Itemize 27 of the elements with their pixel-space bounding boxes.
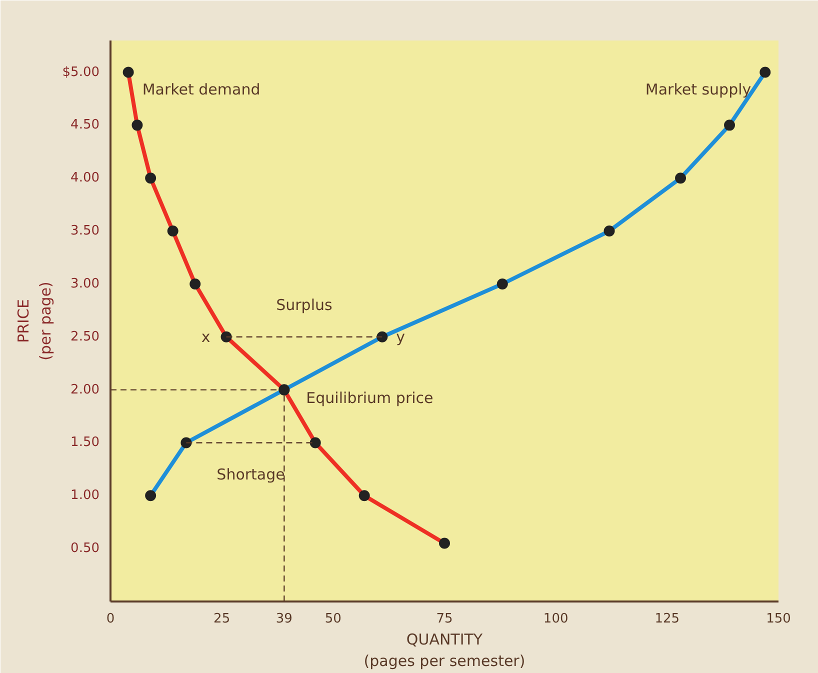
x-tick-label: 39 [276,612,292,626]
x-tick-label: 150 [766,612,791,626]
x-tick-label: 25 [214,612,230,626]
y-tick-label: $5.00 [62,64,100,80]
annotation: Shortage [216,466,285,484]
x-tick-label: 75 [436,612,453,626]
y-tick-label: 1.50 [70,435,100,450]
y-axis-title: PRICE (per page) [14,282,54,360]
annotation: y [396,328,406,346]
x-tick-label: 50 [324,612,342,626]
y-tick-label: 3.50 [70,224,100,239]
x-axis-title: QUANTITY (pages per semester) [364,630,526,670]
annotation: Surplus [276,296,333,314]
x-tick-label: 0 [106,612,115,626]
y-tick-label: 2.50 [70,329,100,344]
annotation: Equilibrium price [306,388,434,407]
y-tick-label: 2.00 [70,382,100,398]
y-tick-label: 3.00 [70,276,100,292]
y-tick-label: 1.00 [70,488,100,504]
y-tick-label: 4.50 [70,118,100,133]
annotation: x [201,328,210,346]
y-tick-label: 4.00 [70,170,100,186]
y-tick-label: 0.50 [70,541,100,556]
series-label: Market demand [142,80,260,98]
x-tick-label: 125 [654,612,680,626]
series-label: Market supply [645,80,752,98]
x-tick-label: 100 [543,612,568,626]
